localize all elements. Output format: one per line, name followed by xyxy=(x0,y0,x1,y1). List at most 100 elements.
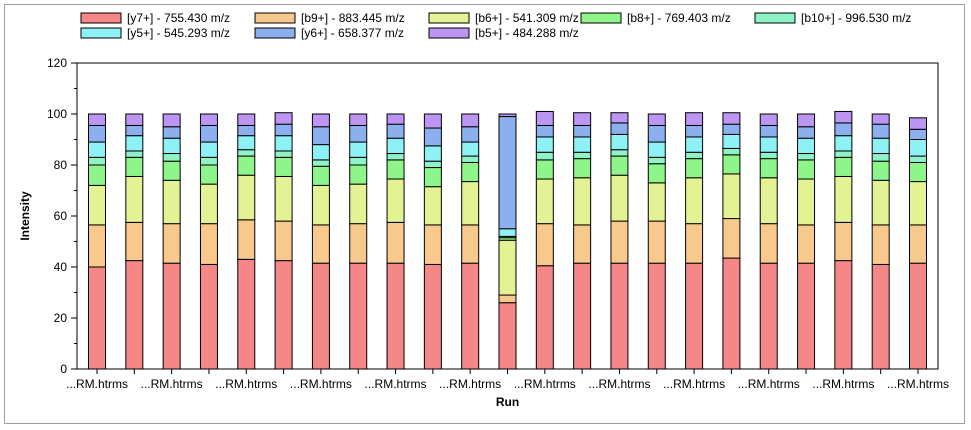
y-tick-label: 20 xyxy=(54,311,68,325)
x-tick-label: ...RM.htrms xyxy=(141,377,203,391)
bar-stack xyxy=(88,113,106,370)
legend-label: [b10+] - 996.530 m/z xyxy=(801,11,911,25)
legend-label: [b8+] - 769.403 m/z xyxy=(627,11,731,25)
bar-segment xyxy=(834,150,853,158)
bar-segment xyxy=(909,262,927,370)
bar-segment xyxy=(461,224,480,264)
bar-segment xyxy=(535,151,554,161)
bar-segment xyxy=(199,124,218,143)
bar-stack xyxy=(199,113,218,370)
bar-segment xyxy=(685,151,704,160)
x-axis: ...RM.htrms ...RM.htrms ...RM.htrms ...RM.h… xyxy=(66,369,949,391)
bar-stack xyxy=(871,113,890,370)
bar-segment xyxy=(834,122,853,137)
bar-segment xyxy=(88,124,106,143)
bar-segment xyxy=(274,156,293,177)
bar-segment xyxy=(871,160,890,181)
bar-segment xyxy=(125,221,144,262)
bar-segment xyxy=(88,266,106,370)
bar-segment xyxy=(423,145,442,162)
bar-segment xyxy=(125,156,144,177)
bar-segment xyxy=(498,302,517,370)
bar-segment xyxy=(871,263,890,370)
bar-stack xyxy=(311,113,330,370)
bar-segment xyxy=(237,174,256,221)
bar-segment xyxy=(535,178,554,225)
bar-segment xyxy=(535,124,554,138)
bar-segment xyxy=(722,218,741,259)
bar-segment xyxy=(759,113,778,126)
bar-segment xyxy=(386,178,405,223)
legend-label: [b6+] - 541.309 m/z xyxy=(475,11,579,25)
bar-segment xyxy=(759,177,778,225)
bar-stack xyxy=(274,112,293,370)
legend-item: [b10+] - 996.530 m/z xyxy=(754,11,911,25)
bar-segment xyxy=(498,116,517,230)
bar-segment xyxy=(199,156,218,166)
bar-segment xyxy=(498,239,517,296)
bar-segment xyxy=(125,113,144,126)
bar-stack xyxy=(909,117,927,370)
bar-segment xyxy=(162,179,181,225)
bar-segment xyxy=(311,126,330,146)
bar-segment xyxy=(797,137,816,155)
bar-segment xyxy=(759,151,778,160)
bar-segment xyxy=(88,224,106,268)
bar-segment xyxy=(722,123,741,135)
bar-stack xyxy=(685,112,704,370)
bar-segment xyxy=(274,150,293,158)
bar-segment xyxy=(759,136,778,153)
bar-segment xyxy=(871,137,890,155)
bars xyxy=(88,110,927,370)
bar-segment xyxy=(423,263,442,370)
bar-segment xyxy=(386,123,405,139)
bar-segment xyxy=(311,184,330,226)
bar-segment xyxy=(573,124,592,138)
bar-stack xyxy=(423,113,442,370)
bar-segment xyxy=(349,223,368,264)
legend-swatch xyxy=(428,12,470,24)
bar-segment xyxy=(647,262,666,370)
bar-segment xyxy=(498,294,517,304)
bar-stack xyxy=(834,110,853,370)
bar-segment xyxy=(722,257,741,370)
bar-segment xyxy=(461,113,480,128)
bar-segment xyxy=(199,263,218,370)
bar-segment xyxy=(199,141,218,158)
bar-segment xyxy=(125,260,144,370)
bar-segment xyxy=(274,135,293,152)
bar-segment xyxy=(647,182,666,222)
bar-segment xyxy=(162,160,181,181)
bar-segment xyxy=(349,164,368,185)
bar-segment xyxy=(461,141,480,157)
bar-stack xyxy=(573,112,592,370)
bar-segment xyxy=(610,220,629,264)
bar-stack xyxy=(797,113,816,370)
bar-stack xyxy=(535,110,554,370)
bar-segment xyxy=(423,186,442,226)
bar-segment xyxy=(311,224,330,264)
bar-segment xyxy=(386,159,405,180)
bar-segment xyxy=(461,181,480,226)
bar-segment xyxy=(610,262,629,370)
bar-segment xyxy=(610,155,629,176)
bar-segment xyxy=(311,165,330,186)
bar-segment xyxy=(909,155,927,163)
bar-segment xyxy=(386,153,405,161)
bar-stack xyxy=(162,113,181,370)
legend-item: [b6+] - 541.309 m/z xyxy=(428,11,579,25)
bar-segment xyxy=(349,141,368,158)
bar-segment xyxy=(461,155,480,163)
bar-segment xyxy=(871,123,890,139)
bar-segment xyxy=(535,159,554,180)
bar-segment xyxy=(573,112,592,126)
bar-segment xyxy=(834,260,853,370)
bar-stack xyxy=(647,113,666,370)
bar-segment xyxy=(871,179,890,226)
legend: [y7+] - 755.430 m/z [b9+] - 883.445 m/z [b… xyxy=(80,11,911,40)
bar-segment xyxy=(909,139,927,157)
bar-segment xyxy=(311,144,330,161)
bar-segment xyxy=(871,153,890,162)
bar-segment xyxy=(573,158,592,179)
y-tick-label: 120 xyxy=(47,56,67,70)
